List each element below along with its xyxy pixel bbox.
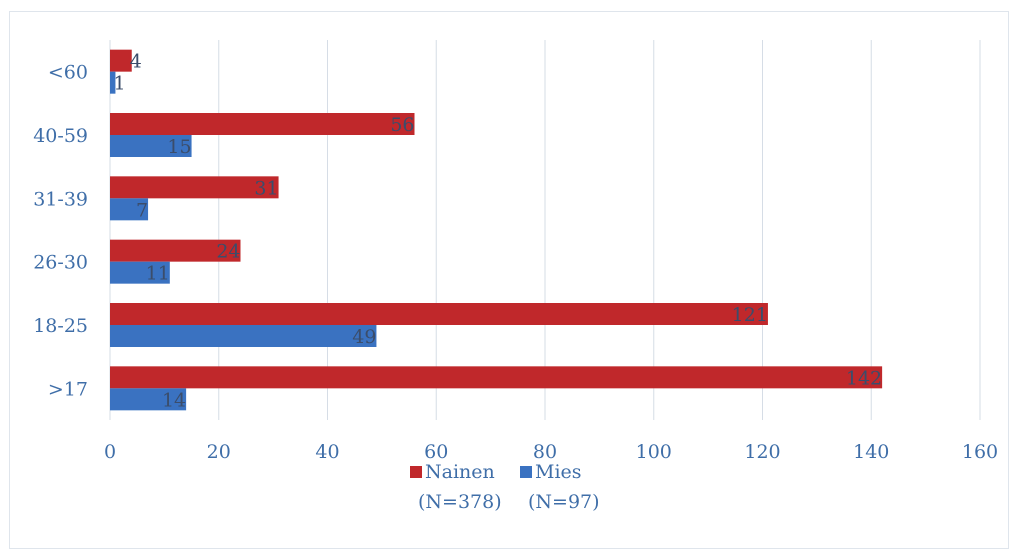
- bar-mies-3: [110, 198, 149, 221]
- data-label: 14: [162, 389, 186, 411]
- y-tick-label: >17: [48, 378, 88, 400]
- legend-swatch-nainen: [410, 466, 422, 478]
- bar-mies-0: [110, 388, 187, 411]
- data-label: 142: [846, 367, 882, 389]
- data-label: 49: [352, 326, 376, 348]
- x-tick-label: 0: [104, 441, 116, 463]
- x-tick-label: 80: [533, 441, 557, 463]
- legend-sublabel: (N=378): [418, 491, 502, 513]
- data-label: 1: [113, 73, 125, 95]
- data-label: 7: [136, 199, 148, 221]
- data-label: 15: [167, 136, 191, 158]
- bar-mies-2: [110, 261, 170, 284]
- x-tick-label: 40: [315, 441, 339, 463]
- data-label: 4: [130, 51, 142, 73]
- legend-label: Mies: [535, 461, 582, 483]
- legend: Nainen (N=378) Mies (N=97): [410, 461, 600, 513]
- y-tick-label: 26-30: [33, 252, 88, 274]
- x-tick-label: 20: [207, 441, 231, 463]
- gridlines: [109, 40, 981, 420]
- legend-swatch-mies: [520, 466, 532, 478]
- data-label: 24: [216, 241, 240, 263]
- y-tick-label: <60: [48, 62, 88, 84]
- data-label: 11: [146, 263, 170, 285]
- bar-nainen-4: [110, 113, 415, 135]
- bar-nainen-5: [110, 49, 132, 72]
- x-tick-label: 140: [853, 441, 889, 463]
- bars: [110, 49, 883, 411]
- data-label: 56: [390, 114, 414, 136]
- bar-nainen-1: [110, 303, 768, 325]
- chart-frame: 142 14 121 49 24 11 31 7 56 15 4 1 >17 18-25 26-30 31-…: [9, 11, 1009, 549]
- legend-sublabel: (N=97): [528, 491, 600, 513]
- bar-nainen-2: [110, 239, 241, 262]
- legend-label: Nainen: [425, 461, 495, 483]
- y-tick-label: 31-39: [33, 188, 88, 210]
- bar-mies-4: [110, 135, 192, 157]
- bar-nainen-0: [110, 366, 883, 389]
- y-tick-label: 40-59: [33, 125, 88, 147]
- x-tick-label: 100: [636, 441, 672, 463]
- y-tick-label: 18-25: [33, 315, 88, 337]
- bar-nainen-3: [110, 176, 279, 199]
- bar-mies-1: [110, 325, 377, 347]
- x-tick-label: 160: [962, 441, 998, 463]
- bar-mies-5: [110, 71, 116, 94]
- x-tick-label: 60: [424, 441, 448, 463]
- bar-chart: 142 14 121 49 24 11 31 7 56 15 41 >17 18-25 26-30 31-…: [33, 40, 998, 513]
- data-label: 121: [732, 304, 768, 326]
- x-tick-label: 120: [744, 441, 780, 463]
- data-labels: 142 14 121 49 24 11 31 7 56 15 41: [113, 51, 882, 412]
- data-label: 31: [254, 177, 278, 199]
